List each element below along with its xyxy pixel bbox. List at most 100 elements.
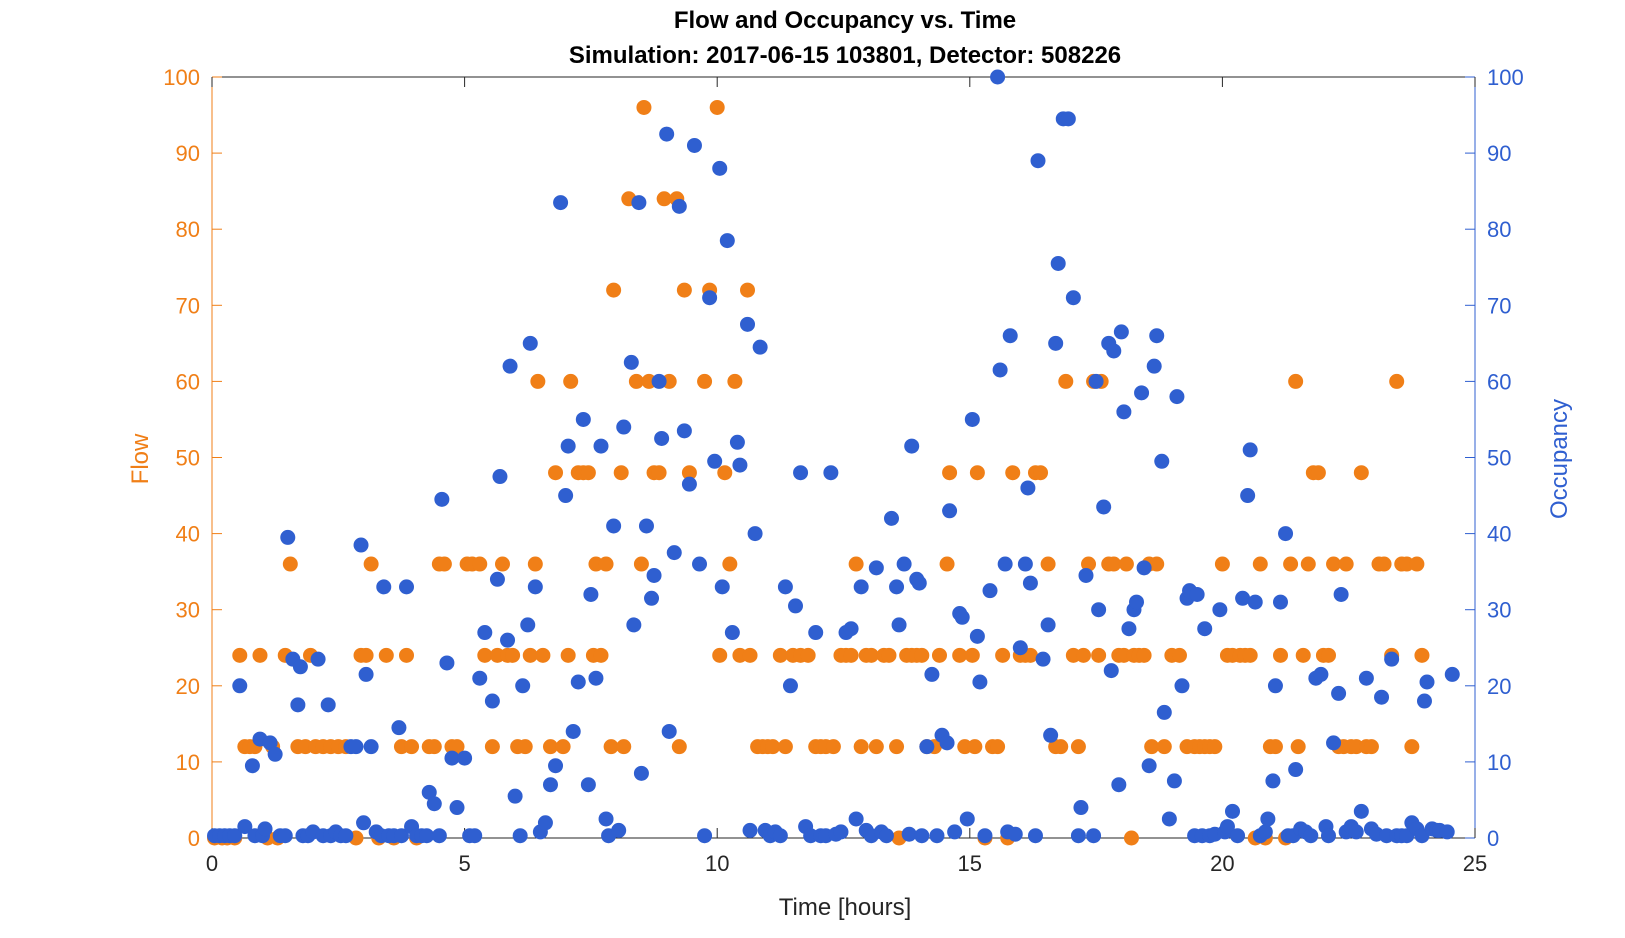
occupancy-point — [542, 777, 558, 793]
flow-point — [1376, 556, 1392, 572]
occupancy-point — [593, 438, 609, 454]
right-y-tick-label: 0 — [1487, 826, 1499, 851]
flow-point — [1409, 556, 1425, 572]
flow-point — [843, 647, 859, 663]
occupancy-point — [964, 411, 980, 427]
occupancy-point — [583, 586, 599, 602]
occupancy-point — [537, 815, 553, 831]
flow-point — [517, 739, 533, 755]
flow-point — [1267, 739, 1283, 755]
occupancy-point — [1267, 678, 1283, 694]
flow-point — [1310, 465, 1326, 481]
occupancy-point — [772, 828, 788, 844]
occupancy-point — [338, 828, 354, 844]
occupancy-point — [393, 828, 409, 844]
flow-point — [1414, 647, 1430, 663]
occupancy-point — [891, 617, 907, 633]
left-y-tick-label: 50 — [176, 446, 200, 471]
flow-point — [712, 647, 728, 663]
occupancy-point — [1303, 828, 1319, 844]
flow-point — [628, 373, 644, 389]
flow-point — [1149, 556, 1165, 572]
occupancy-point — [793, 465, 809, 481]
occupancy-point — [808, 625, 824, 641]
occupancy-point — [611, 822, 627, 838]
occupancy-point — [707, 453, 723, 469]
occupancy-point — [992, 362, 1008, 378]
occupancy-point — [1050, 255, 1066, 271]
occupancy-point — [419, 828, 435, 844]
occupancy-point — [1197, 621, 1213, 637]
right-y-tick-label: 20 — [1487, 674, 1511, 699]
occupancy-point — [686, 137, 702, 153]
occupancy-point — [391, 720, 407, 736]
occupancy-point — [1129, 594, 1145, 610]
flow-point — [378, 647, 394, 663]
occupancy-point — [290, 697, 306, 713]
x-tick-label: 25 — [1463, 851, 1487, 876]
flow-point — [1283, 556, 1299, 572]
occupancy-point — [421, 784, 437, 800]
occupancy-point — [1103, 663, 1119, 679]
occupancy-point — [646, 567, 662, 583]
flow-point — [939, 556, 955, 572]
right-y-tick-label: 80 — [1487, 217, 1511, 242]
occupancy-point — [1022, 575, 1038, 591]
flow-point — [426, 739, 442, 755]
occupancy-point — [681, 476, 697, 492]
chart-title-line2: Simulation: 2017-06-15 103801, Detector:… — [569, 42, 1121, 69]
right-y-tick-label: 40 — [1487, 522, 1511, 547]
occupancy-series — [207, 69, 1460, 844]
flow-point — [477, 647, 493, 663]
occupancy-point — [1219, 819, 1235, 835]
flow-point — [1252, 556, 1268, 572]
occupancy-point — [924, 666, 940, 682]
occupancy-point — [616, 419, 632, 435]
occupancy-point — [901, 826, 917, 842]
flow-point — [1214, 556, 1230, 572]
flow-point — [563, 373, 579, 389]
occupancy-point — [477, 625, 493, 641]
occupancy-point — [1265, 773, 1281, 789]
flow-point — [1156, 739, 1172, 755]
flow-point — [1033, 465, 1049, 481]
occupancy-point — [492, 469, 508, 485]
occupancy-point — [1154, 453, 1170, 469]
occupancy-point — [548, 758, 564, 774]
occupancy-point — [969, 628, 985, 644]
x-ticks: 0 5 10 15 20 25 — [206, 77, 1487, 876]
occupancy-point — [896, 556, 912, 572]
flow-point — [593, 647, 609, 663]
occupancy-point — [788, 598, 804, 614]
occupancy-point — [1161, 811, 1177, 827]
occupancy-point — [1439, 824, 1455, 840]
occupancy-point — [1235, 590, 1251, 606]
occupancy-point — [623, 354, 639, 370]
occupancy-point — [914, 828, 930, 844]
occupancy-point — [714, 579, 730, 595]
x-tick-label: 5 — [458, 851, 470, 876]
occupancy-point — [1278, 526, 1294, 542]
occupancy-point — [1260, 811, 1276, 827]
flow-point — [727, 373, 743, 389]
x-tick-label: 20 — [1210, 851, 1234, 876]
occupancy-point — [889, 579, 905, 595]
occupancy-point — [954, 609, 970, 625]
occupancy-point — [1320, 828, 1336, 844]
flow-point — [1136, 647, 1152, 663]
occupancy-point — [848, 811, 864, 827]
occupancy-point — [883, 510, 899, 526]
occupancy-point — [1444, 666, 1460, 682]
occupancy-point — [1169, 389, 1185, 405]
flow-point — [484, 739, 500, 755]
flow-point — [1005, 465, 1021, 481]
flow-point — [548, 465, 564, 481]
occupancy-point — [553, 195, 569, 211]
flow-point — [358, 647, 374, 663]
occupancy-point — [1073, 800, 1089, 816]
occupancy-point — [580, 777, 596, 793]
occupancy-point — [1060, 111, 1076, 127]
occupancy-point — [1027, 828, 1043, 844]
occupancy-point — [868, 560, 884, 576]
flow-point — [616, 739, 632, 755]
